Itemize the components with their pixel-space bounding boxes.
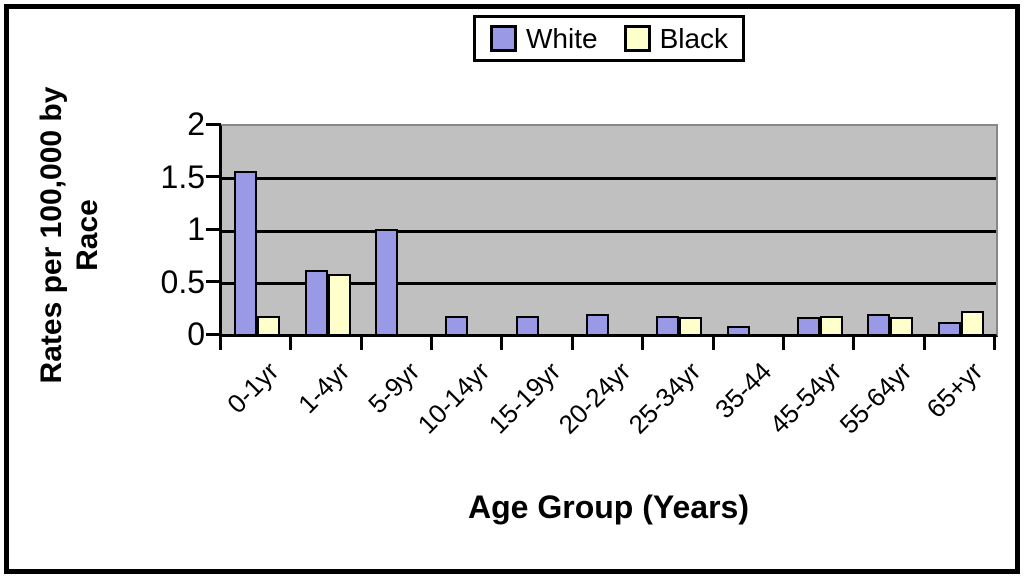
y-tick-label-1.5: 1.5 [160,158,205,195]
legend-item-black: Black [623,22,729,54]
bar-group-15-19yr [503,126,573,334]
x-tick-mark-5 [570,334,574,350]
bar-white-25-34yr [656,316,680,334]
y-axis-title: Rates per 100,000 by Race [34,85,106,385]
bar-white-15-19yr [515,316,539,334]
bar-white-0-1yr [234,171,258,334]
y-axis-title-line1: Rates per 100,000 by [35,86,68,384]
bar-white-1-4yr [304,270,328,334]
legend-swatch-black [623,25,651,52]
bar-white-5-9yr [374,229,398,334]
x-tick-mark-11 [993,334,996,350]
x-tick-mark-4 [500,334,504,350]
gridline-1 [222,229,996,233]
legend: White Black [473,15,746,62]
y-tick-label-1: 1 [187,211,205,247]
x-tick-mark-10 [922,334,926,350]
bar-group-1-4yr [292,126,362,334]
bar-white-35-44 [726,326,750,334]
y-axis-title-line2: Race [71,199,104,271]
legend-item-white: White [490,22,598,54]
x-tick-mark-1 [289,334,293,350]
bar-black-65+yr [960,311,984,334]
x-tick-mark-6 [641,334,645,350]
bar-white-65+yr [937,322,961,334]
legend-label: White [526,22,598,54]
y-tick-mark-2 [206,122,221,126]
bar-group-65+yr [926,126,996,334]
bar-black-0-1yr [257,316,281,334]
y-tick-label-0.5: 0.5 [160,263,205,300]
x-tick-mark-8 [781,334,785,350]
y-tick-label-0: 0 [187,316,205,352]
legend-label: Black [659,22,729,54]
bar-group-10-14yr [433,126,503,334]
bar-group-55-64yr [855,126,925,334]
bar-white-20-24yr [585,314,609,334]
bar-white-10-14yr [445,316,469,334]
legend-swatch-white [490,25,517,52]
bar-black-1-4yr [327,274,351,334]
y-tick-label-2: 2 [187,106,205,142]
y-tick-mark-1.5 [206,175,221,178]
x-tick-mark-3 [430,334,434,350]
y-tick-mark-0 [206,332,221,336]
bar-white-45-54yr [797,317,821,334]
x-axis-title: Age Group (Years) [468,489,749,525]
gridline-0.5 [222,282,996,285]
y-tick-mark-1 [206,227,221,231]
x-tick-mark-2 [359,334,363,350]
x-tick-mark-0 [219,334,222,350]
plot-area [219,124,998,337]
bar-group-20-24yr [574,126,644,334]
gridline-1.5 [222,177,996,180]
x-tick-mark-7 [711,334,715,350]
bar-black-45-54yr [820,316,844,334]
bar-group-35-44 [715,126,785,334]
bar-group-0-1yr [222,126,292,334]
bar-black-55-64yr [890,317,914,334]
bar-group-45-54yr [785,126,855,334]
bar-group-25-34yr [644,126,714,334]
bar-white-55-64yr [867,314,891,334]
y-tick-mark-0.5 [206,280,221,283]
bar-black-25-34yr [679,317,703,334]
x-tick-mark-9 [852,334,856,350]
bar-group-5-9yr [363,126,433,334]
